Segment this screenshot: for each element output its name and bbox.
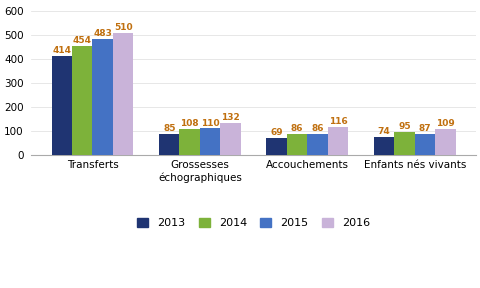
Bar — [394, 132, 415, 155]
Bar — [93, 39, 113, 155]
Text: 86: 86 — [311, 124, 324, 133]
Bar — [220, 123, 240, 155]
Text: 85: 85 — [163, 124, 176, 134]
Text: 109: 109 — [436, 119, 455, 128]
Text: 483: 483 — [93, 29, 112, 38]
Bar — [374, 137, 394, 155]
Bar — [415, 134, 435, 155]
Bar — [328, 127, 348, 155]
Bar — [287, 134, 307, 155]
Text: 87: 87 — [419, 124, 431, 133]
Text: 95: 95 — [398, 122, 411, 131]
Text: 132: 132 — [221, 113, 240, 122]
Bar — [266, 138, 287, 155]
Text: 108: 108 — [180, 119, 199, 128]
Legend: 2013, 2014, 2015, 2016: 2013, 2014, 2015, 2016 — [137, 217, 370, 228]
Bar — [72, 46, 93, 155]
Bar — [52, 56, 72, 155]
Text: 110: 110 — [201, 119, 219, 128]
Text: 116: 116 — [328, 117, 348, 126]
Bar — [307, 134, 328, 155]
Bar — [159, 134, 180, 155]
Text: 454: 454 — [73, 36, 92, 45]
Bar — [180, 129, 200, 155]
Bar — [435, 129, 456, 155]
Text: 69: 69 — [270, 128, 283, 137]
Text: 510: 510 — [114, 23, 132, 32]
Bar — [113, 33, 133, 155]
Text: 414: 414 — [52, 46, 72, 55]
Text: 86: 86 — [291, 124, 303, 133]
Bar — [200, 128, 220, 155]
Text: 74: 74 — [378, 127, 390, 136]
